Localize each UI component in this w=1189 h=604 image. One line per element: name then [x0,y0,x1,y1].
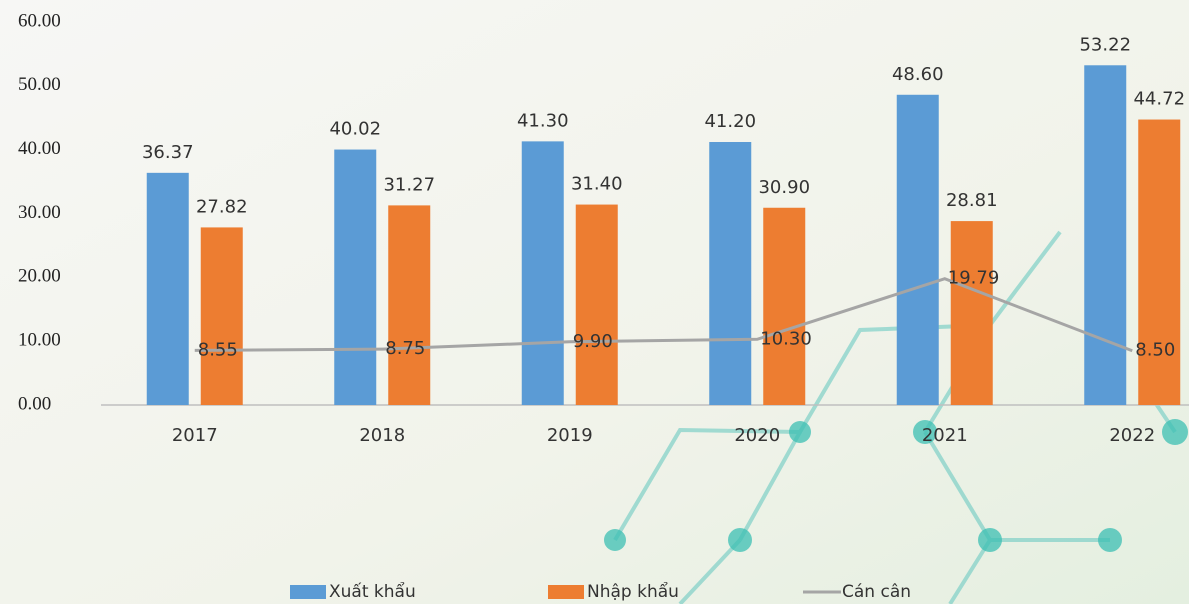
legend-label: Cán cân [842,582,911,602]
data-label: 8.50 [1135,340,1175,361]
data-label: 36.37 [142,142,194,163]
data-label: 9.90 [573,331,613,352]
y-tick-label: 60.00 [18,10,61,31]
data-label: 30.90 [758,177,810,198]
bar [200,227,243,405]
data-label: 40.02 [329,119,381,140]
bar [896,94,939,406]
legend-label: Xuất khẩu [329,581,416,602]
y-tick-label: 40.00 [18,138,61,159]
x-tick-label: 2022 [1109,425,1155,446]
bar [388,205,431,405]
data-label: 8.55 [198,339,238,360]
plot: 0.00 10.00 20.00 30.00 40.00 50.00 60.00 2017 20… [18,10,1189,602]
bar [709,142,752,406]
data-label: 10.30 [760,328,812,349]
bar [950,221,993,405]
x-tick-label: 2018 [359,425,405,446]
decoration-nodes [604,419,1188,552]
data-label: 41.20 [704,111,756,132]
x-tick-label: 2020 [734,425,780,446]
data-label: 31.27 [383,174,435,195]
legend-label: Nhập khẩu [587,581,679,602]
y-tick-label: 10.00 [18,330,61,351]
bar [521,141,564,405]
y-tick-label: 20.00 [18,266,61,287]
bar [763,207,806,405]
data-label: 27.82 [196,196,248,217]
x-tick-label: 2019 [547,425,593,446]
data-label: 8.75 [385,338,425,359]
data-label: 48.60 [892,64,944,85]
data-label: 19.79 [948,268,1000,289]
data-label: 44.72 [1133,89,1185,110]
bar [1084,65,1127,406]
x-tick-label: 2017 [172,425,218,446]
y-tick-label: 30.00 [18,202,61,223]
x-tick-label: 2021 [922,425,968,446]
bar [334,149,377,405]
bar [575,204,618,405]
bar [1138,119,1181,406]
y-tick-label: 50.00 [18,74,61,95]
bar [146,172,189,405]
data-label: 53.22 [1079,34,1131,55]
data-label: 41.30 [517,110,569,131]
data-label: 31.40 [571,174,623,195]
data-label: 28.81 [946,190,998,211]
legend-swatch [548,585,584,599]
y-tick-label: 0.00 [18,393,51,414]
legend-swatch [290,585,326,599]
line [194,277,1133,353]
